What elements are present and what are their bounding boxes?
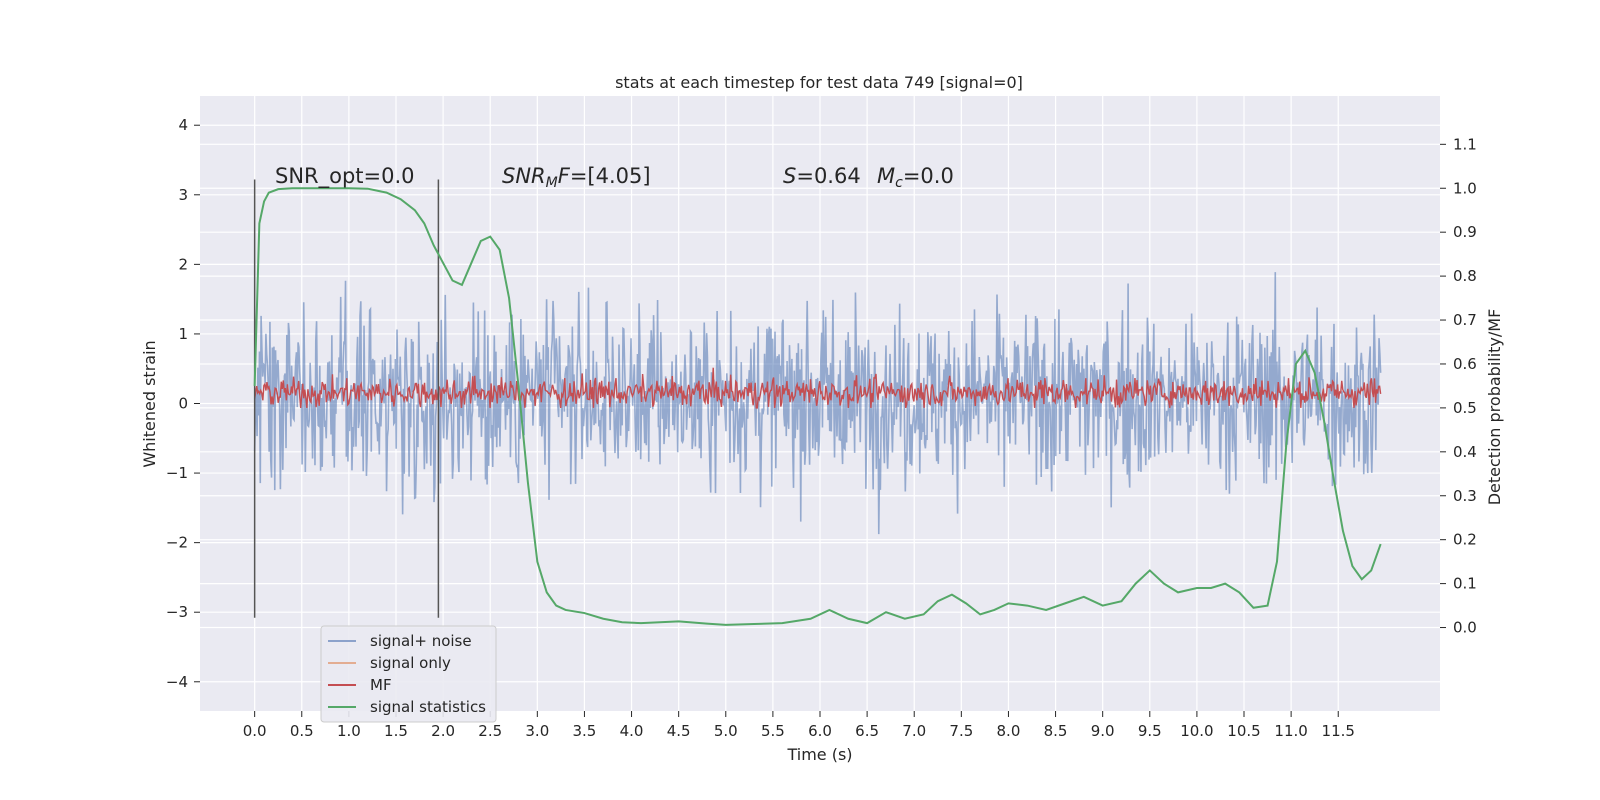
- mf-line: [253, 367, 1382, 409]
- x-tick-label: 11.5: [1322, 722, 1355, 740]
- mc-value: =0.0: [903, 164, 954, 188]
- x-tick-label: 1.0: [337, 722, 361, 740]
- chart-title: stats at each timestep for test data 749…: [615, 73, 1023, 92]
- x-tick-label: 5.0: [714, 722, 738, 740]
- series-signal-statistics: [253, 187, 1382, 626]
- y-right-tick-label: 0.8: [1453, 267, 1477, 285]
- x-tick-label: 6.0: [808, 722, 832, 740]
- y-right-axis-label: Detection probability/MF: [1485, 309, 1504, 506]
- y-right-tick-label: 0.2: [1453, 531, 1477, 549]
- x-tick-label: 2.0: [431, 722, 455, 740]
- mc-symbol: M: [877, 164, 895, 188]
- x-axis-ticks: 0.0 0.5 1.0 1.5 2.0 2.5 3.0 3.5 4.0 4.5 5.0 5.5 6.0 6…: [243, 711, 1355, 740]
- x-tick-label: 11.0: [1274, 722, 1307, 740]
- s-symbol: S: [783, 164, 796, 188]
- annotation-snr-mf: SNRMF=[4.05]: [502, 164, 651, 191]
- series-mf: [253, 367, 1382, 409]
- x-tick-label: 9.0: [1091, 722, 1115, 740]
- snr-mf-symbol: SNR: [502, 164, 546, 188]
- y-right-tick-label: 0.5: [1453, 399, 1477, 417]
- x-axis-label: Time (s): [786, 745, 852, 764]
- x-tick-label: 3.0: [525, 722, 549, 740]
- x-tick-label: 0.5: [290, 722, 314, 740]
- y-left-axis-label: Whitened strain: [140, 340, 159, 467]
- x-tick-label: 1.5: [384, 722, 408, 740]
- legend-label: signal+ noise: [370, 632, 472, 650]
- y-right-axis-ticks: 1.1 1.0 0.9 0.8 0.7 0.6 0.5 0.4 0.3 0.2 0.1 0.0: [1440, 135, 1477, 637]
- y-left-tick-label: 4: [178, 116, 188, 134]
- x-tick-label: 2.5: [478, 722, 502, 740]
- mc-subscript: c: [895, 175, 903, 191]
- legend-label: MF: [370, 676, 392, 694]
- x-tick-label: 5.5: [761, 722, 785, 740]
- x-tick-label: 4.5: [667, 722, 691, 740]
- y-right-tick-label: 0.0: [1453, 619, 1477, 637]
- y-left-tick-label: −2: [166, 534, 188, 552]
- y-left-tick-label: −4: [166, 673, 188, 691]
- annotation-snr-opt: SNR_opt=0.0: [275, 164, 415, 189]
- y-right-tick-label: 0.1: [1453, 575, 1477, 593]
- y-left-tick-label: 1: [178, 325, 188, 343]
- x-tick-label: 7.5: [949, 722, 973, 740]
- x-tick-label: 3.5: [573, 722, 597, 740]
- x-tick-label: 10.5: [1227, 722, 1260, 740]
- y-left-tick-label: 0: [178, 395, 188, 413]
- annotation-mc: Mc=0.0: [877, 164, 954, 191]
- y-left-axis-ticks: 4 3 2 1 0 −1 −2 −3 −4: [166, 116, 200, 691]
- x-tick-label: 10.0: [1180, 722, 1213, 740]
- y-right-tick-label: 0.6: [1453, 355, 1477, 373]
- annotation-s: S=0.64: [783, 164, 861, 188]
- y-right-tick-label: 0.7: [1453, 311, 1477, 329]
- y-right-tick-label: 0.9: [1453, 223, 1477, 241]
- signal-noise-line: [253, 272, 1382, 535]
- x-tick-label: 8.5: [1044, 722, 1068, 740]
- legend: signal+ noise signal only MF signal statist…: [320, 625, 497, 723]
- series-signal-noise: [253, 272, 1382, 535]
- y-right-tick-label: 1.0: [1453, 179, 1477, 197]
- x-tick-label: 7.0: [902, 722, 926, 740]
- snr-mf-value: =[4.05]: [570, 164, 651, 188]
- legend-label: signal statistics: [370, 698, 486, 716]
- x-tick-label: 4.0: [620, 722, 644, 740]
- y-left-tick-label: −1: [166, 464, 188, 482]
- x-tick-label: 8.0: [997, 722, 1021, 740]
- y-left-tick-label: −3: [166, 603, 188, 621]
- y-right-tick-label: 0.4: [1453, 443, 1477, 461]
- y-left-tick-label: 3: [178, 186, 188, 204]
- snr-mf-rest-first: F: [558, 164, 571, 188]
- y-gridlines: [200, 124, 1440, 683]
- x-tick-label: 0.0: [243, 722, 267, 740]
- y-right-tick-label: 1.1: [1453, 135, 1477, 153]
- legend-label: signal only: [370, 654, 451, 672]
- y-right-tick-label: 0.3: [1453, 487, 1477, 505]
- y-left-tick-label: 2: [178, 255, 188, 273]
- legend-box: [320, 625, 497, 723]
- x-tick-label: 6.5: [855, 722, 879, 740]
- s-value: =0.64: [796, 164, 860, 188]
- x-tick-label: 9.5: [1138, 722, 1162, 740]
- snr-mf-subscript: M: [546, 175, 558, 191]
